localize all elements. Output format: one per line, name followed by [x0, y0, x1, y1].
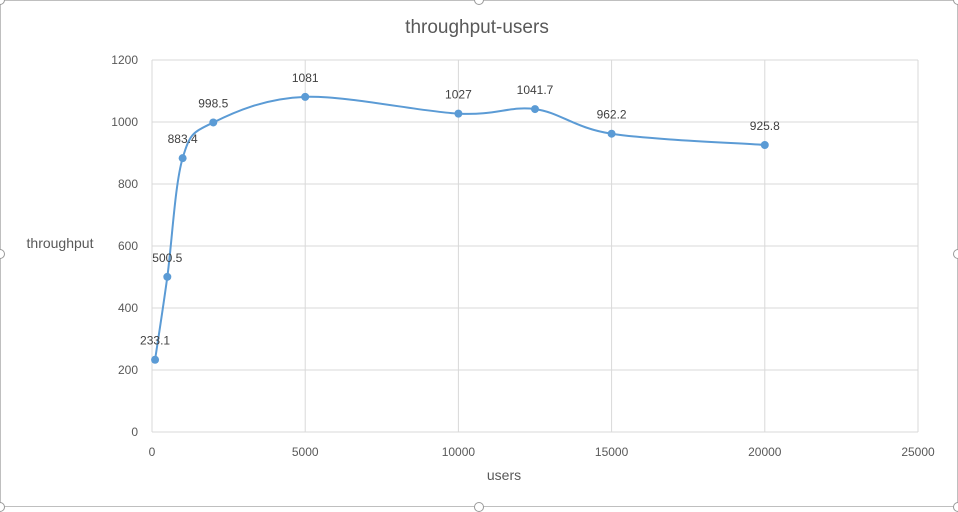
y-tick-label: 200 [118, 363, 138, 377]
data-point [209, 118, 218, 127]
y-tick-label: 1000 [111, 115, 138, 129]
data-point [151, 355, 160, 364]
y-tick-label: 1200 [111, 53, 138, 67]
y-tick-label: 400 [118, 301, 138, 315]
x-tick-label: 10000 [442, 445, 476, 459]
x-tick-label: 25000 [901, 445, 935, 459]
y-axis-title: throughput [27, 235, 94, 251]
data-label: 500.5 [152, 251, 182, 265]
resize-handle-right[interactable] [953, 249, 958, 259]
data-point [760, 141, 769, 150]
data-label: 1027 [445, 88, 472, 102]
data-label: 1081 [292, 71, 319, 85]
data-label: 962.2 [597, 108, 627, 122]
data-point [178, 154, 187, 163]
data-label: 233.1 [140, 334, 170, 348]
data-point [607, 129, 616, 138]
data-label: 925.8 [750, 119, 780, 133]
x-axis-title: users [487, 467, 521, 483]
y-tick-label: 800 [118, 177, 138, 191]
data-point [531, 105, 539, 114]
x-tick-label: 0 [149, 445, 156, 459]
data-label: 1041.7 [517, 83, 554, 97]
x-tick-label: 5000 [292, 445, 319, 459]
data-point [454, 109, 463, 118]
series-line [154, 95, 765, 360]
gridlines [151, 59, 919, 433]
data-label: 883.4 [168, 132, 198, 146]
data-point [301, 92, 310, 101]
resize-handle-top-right[interactable] [953, 0, 958, 5]
y-tick-label: 600 [118, 239, 138, 253]
data-labels: 233.1 500.5 883.4 998.5 1081 1027 1041.7 962.2 9… [140, 71, 780, 348]
data-point [163, 272, 172, 281]
tick-labels: 0 200 400 600 800 1000 1200 0 5000 10000 15000 2000… [111, 53, 935, 459]
data-points [151, 92, 769, 364]
y-tick-label: 0 [131, 425, 138, 439]
data-label: 998.5 [198, 96, 228, 110]
x-tick-label: 20000 [748, 445, 782, 459]
x-tick-label: 15000 [595, 445, 629, 459]
chart-title: throughput-users [405, 17, 549, 38]
